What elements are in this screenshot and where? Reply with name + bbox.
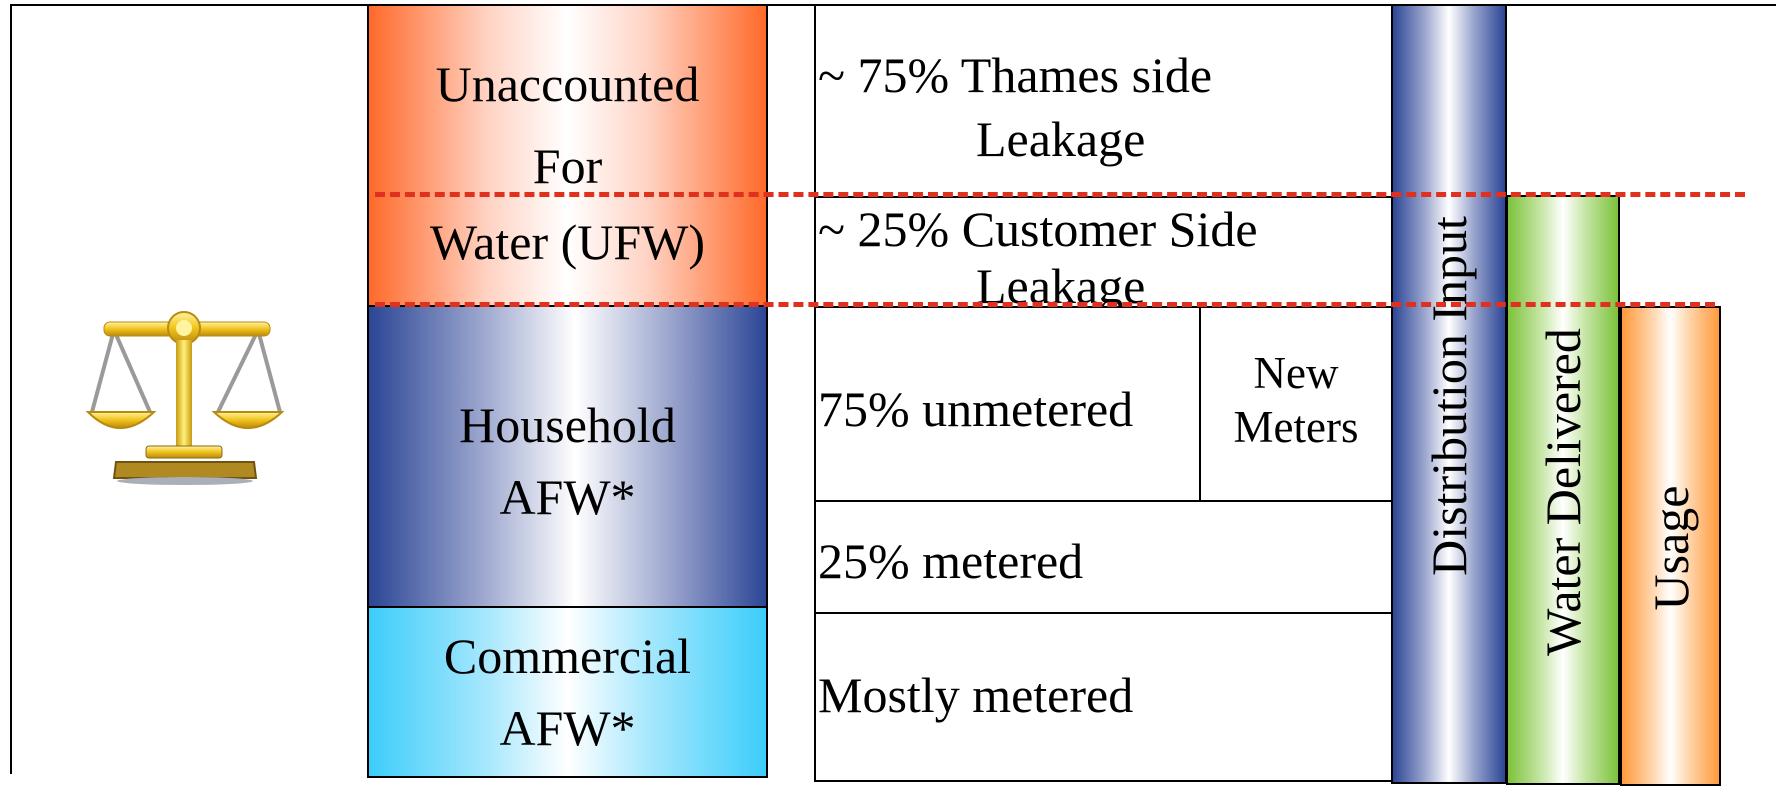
ufw-label-line2: For (532, 137, 603, 194)
mostly-metered-cell: Mostly metered (814, 612, 1393, 782)
ufw-label-line1: Unaccounted (435, 55, 700, 112)
thames-leakage-line2: Leakage (976, 111, 1146, 167)
water-delivered-label: Water Delivered (1535, 328, 1591, 656)
unmetered-label: 75% unmetered (818, 381, 1134, 437)
commercial-label-line1: Commercial (443, 627, 692, 684)
metered-label: 25% metered (818, 533, 1084, 589)
thames-leakage-line1: ~ 75% Thames side (818, 47, 1213, 103)
ufw-split-dashed-line (375, 192, 1745, 197)
household-label-line2: AFW* (499, 468, 636, 525)
metered-cell: 25% metered (814, 500, 1393, 614)
afw-boundary-dashed-line (375, 302, 1715, 307)
mostly-metered-label: Mostly metered (818, 667, 1134, 723)
usage-bar: Usage (1620, 306, 1721, 786)
thames-leakage-cell: ~ 75% Thames side Leakage (814, 4, 1393, 198)
customer-leakage-cell: ~ 25% Customer Side Leakage (814, 196, 1393, 314)
ufw-label-line3: Water (UFW) (429, 213, 706, 270)
customer-leakage-line1: ~ 25% Customer Side (818, 201, 1258, 257)
new-meters-line2: Meters (1233, 402, 1359, 452)
new-meters-line1: New (1253, 348, 1339, 398)
commercial-block: Commercial AFW* (367, 608, 768, 778)
unmetered-cell: 75% unmetered (814, 306, 1201, 502)
distribution-input-label: Distribution Input (1421, 216, 1477, 576)
distribution-input-bar: Distribution Input (1391, 4, 1507, 784)
usage-label: Usage (1642, 485, 1699, 611)
commercial-label-line2: AFW* (499, 699, 636, 756)
water-delivered-bar: Water Delivered (1506, 195, 1620, 785)
balance-scale-icon (86, 311, 285, 485)
household-block: Household AFW* (367, 307, 768, 608)
new-meters-cell: New Meters (1199, 306, 1393, 502)
household-label-line1: Household (459, 396, 676, 453)
ufw-block: Unaccounted For Water (UFW) (367, 4, 768, 307)
